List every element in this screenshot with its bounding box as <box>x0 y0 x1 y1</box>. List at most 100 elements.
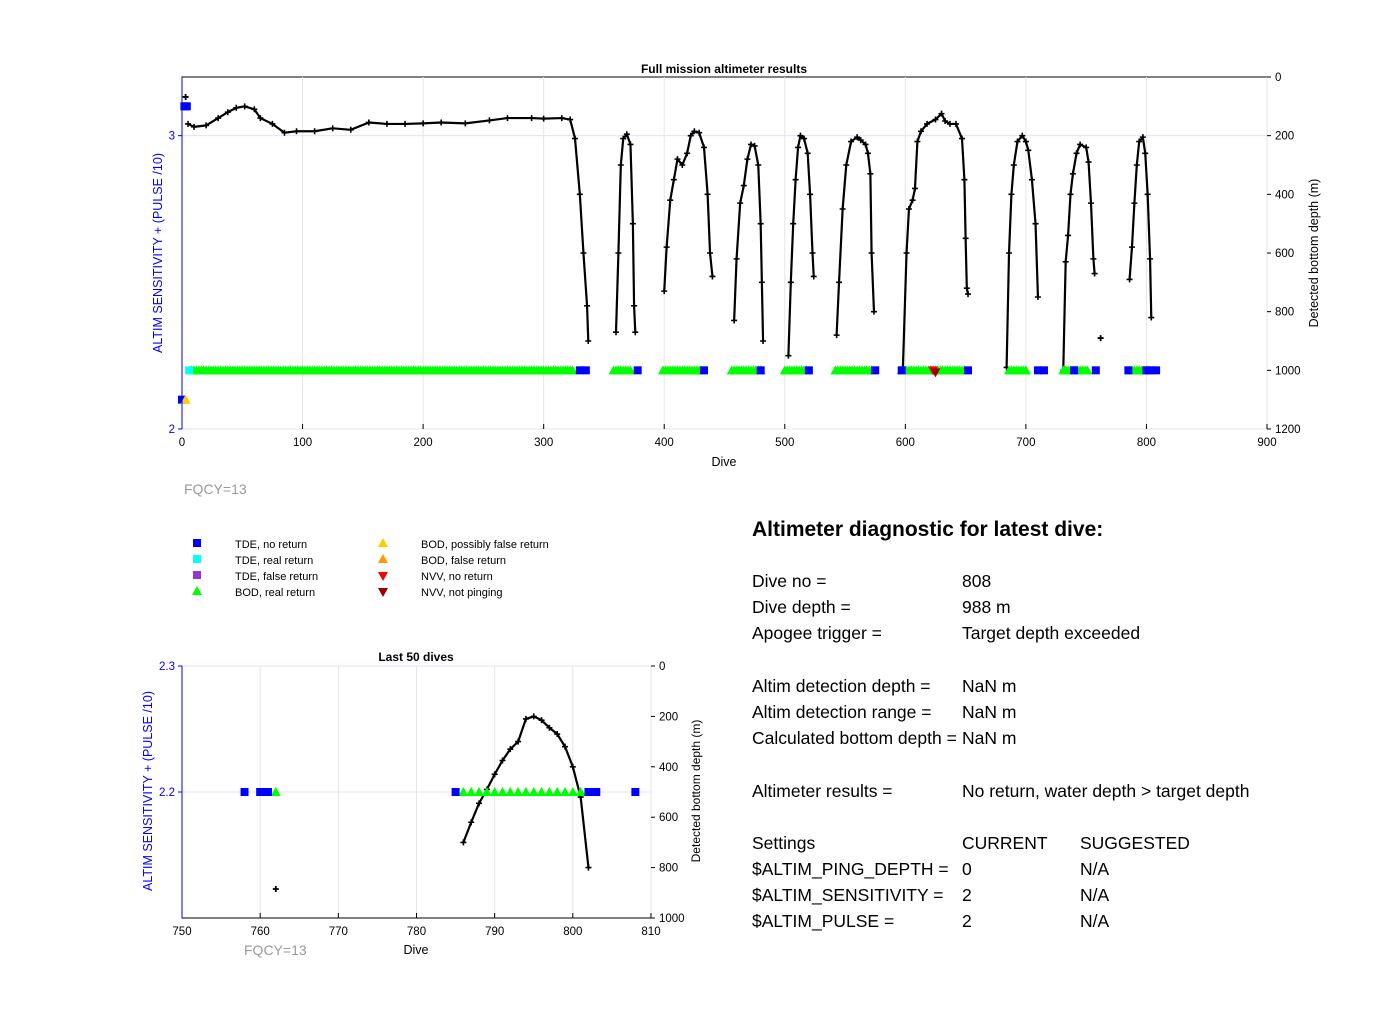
x-tick-label: 0 <box>179 437 185 449</box>
depth-point <box>554 731 561 738</box>
x-tick-label: 760 <box>251 926 270 938</box>
tde-no-return-marker <box>451 788 460 796</box>
pulse-row: $ALTIM_PULSE = 2 N/A <box>752 908 1372 934</box>
tde-no-return-marker <box>584 788 593 796</box>
depth-point <box>867 170 874 177</box>
depth-point <box>1065 232 1072 239</box>
full-mission-chart: 0 100 200 300 400 500 600 700 800 900 2 3 0 200 400 600… <box>151 62 1321 497</box>
depth-point <box>848 138 855 145</box>
results-value: No return, water depth > target depth <box>962 780 1250 801</box>
legend-label-nvv-no-return: NVV, no return <box>421 571 493 583</box>
depth-point <box>1142 150 1149 157</box>
current-header: CURRENT <box>962 832 1048 853</box>
depth-point <box>733 255 740 262</box>
bottom-left-axis-label: ALTIM SENSITIVITY + (PULSE /10) <box>141 691 155 891</box>
bod-real-return-marker <box>458 787 469 796</box>
detection-range-label: Altim detection range = <box>752 701 932 722</box>
depth-point <box>191 123 198 130</box>
dive-depth-label: Dive depth = <box>752 597 851 618</box>
depth-point <box>241 103 248 110</box>
depth-point <box>958 135 965 142</box>
x-tick-label: 780 <box>407 926 426 938</box>
legend-marker-bod-possibly-false <box>378 538 388 547</box>
sensitivity-label: $ALTIM_SENSITIVITY = <box>752 885 944 906</box>
tde-no-return-marker <box>592 788 601 796</box>
depth-series-line <box>1128 134 1153 318</box>
depth-point <box>420 120 427 127</box>
dive-depth-value: 988 m <box>962 597 1011 618</box>
legend-marker-nvv-no-return <box>378 572 388 581</box>
depth-point <box>674 156 681 163</box>
right-tick-label: 600 <box>659 812 678 824</box>
depth-point <box>961 176 968 183</box>
depth-point <box>538 717 545 724</box>
bod-real-return-marker <box>1082 365 1093 375</box>
depth-point <box>952 120 959 127</box>
depth-point <box>667 197 674 204</box>
top-left-axis-label: ALTIM SENSITIVITY + (PULSE /10) <box>151 153 165 353</box>
depth-point <box>507 746 514 753</box>
bod-real-return-marker <box>567 787 578 796</box>
last-50-dives-chart: 750 760 770 780 790 800 810 2.2 2.3 0 200 400 600 800… <box>141 650 703 958</box>
legend-marker-bod-real-return <box>192 586 202 595</box>
depth-point <box>795 144 802 151</box>
depth-point <box>965 291 972 298</box>
tde-no-return-marker <box>756 366 765 375</box>
depth-point <box>257 115 264 122</box>
bod-real-return-marker <box>489 787 500 796</box>
depth-point <box>663 244 670 251</box>
depth-point <box>661 288 668 295</box>
depth-point <box>938 110 945 117</box>
depth-point <box>905 206 912 212</box>
depth-point <box>751 142 758 149</box>
bod-real-return-marker <box>481 787 492 796</box>
diagnostic-title: Altimeter diagnostic for latest dive: <box>752 518 1104 541</box>
depth-point <box>864 150 871 157</box>
depth-point <box>696 129 703 136</box>
bottom-chart-title: Last 50 dives <box>378 650 454 664</box>
depth-point <box>755 162 762 168</box>
depth-point <box>909 197 916 204</box>
tde-real-return-marker <box>185 366 194 375</box>
depth-point <box>613 329 619 336</box>
x-tick-label: 400 <box>655 437 674 449</box>
tde-no-return-marker <box>263 788 272 796</box>
depth-point <box>528 115 535 122</box>
depth-point <box>1022 138 1029 145</box>
depth-point <box>731 317 738 324</box>
apogee-value: Target depth exceeded <box>962 623 1141 644</box>
x-tick-label: 900 <box>1257 437 1276 449</box>
legend-label-bod-false: BOD, false return <box>421 555 506 567</box>
legend-marker-nvv-not-pinging <box>378 588 388 597</box>
depth-point <box>1077 141 1084 148</box>
depth-point <box>438 119 445 126</box>
depth-point <box>1008 191 1015 198</box>
bod-real-return-marker <box>505 787 516 796</box>
depth-point <box>792 176 799 183</box>
depth-point <box>1148 314 1155 321</box>
depth-point <box>870 308 877 315</box>
results-label: Altimeter results = <box>752 780 893 801</box>
depth-point <box>572 135 579 142</box>
depth-point <box>744 156 751 163</box>
pulse-suggested: N/A <box>1080 911 1110 932</box>
depth-point <box>1006 250 1013 256</box>
results-row: Altimeter results = No return, water dep… <box>752 778 1372 804</box>
depth-point <box>269 120 276 127</box>
depth-point <box>691 128 698 135</box>
legend-label-tde-real-return: TDE, real return <box>235 555 313 567</box>
depth-point <box>1133 162 1140 168</box>
depth-point <box>1085 159 1092 166</box>
depth-point <box>491 771 498 778</box>
depth-point <box>530 713 537 720</box>
depth-point <box>233 104 240 111</box>
depth-point <box>807 191 814 198</box>
depth-point <box>963 285 970 292</box>
pulse-current: 2 <box>962 911 972 932</box>
depth-point <box>632 329 639 336</box>
depth-point <box>709 273 716 280</box>
depth-point <box>914 138 921 145</box>
x-tick-label: 600 <box>896 437 915 449</box>
x-tick-label: 810 <box>641 926 660 938</box>
depth-point <box>546 724 553 731</box>
